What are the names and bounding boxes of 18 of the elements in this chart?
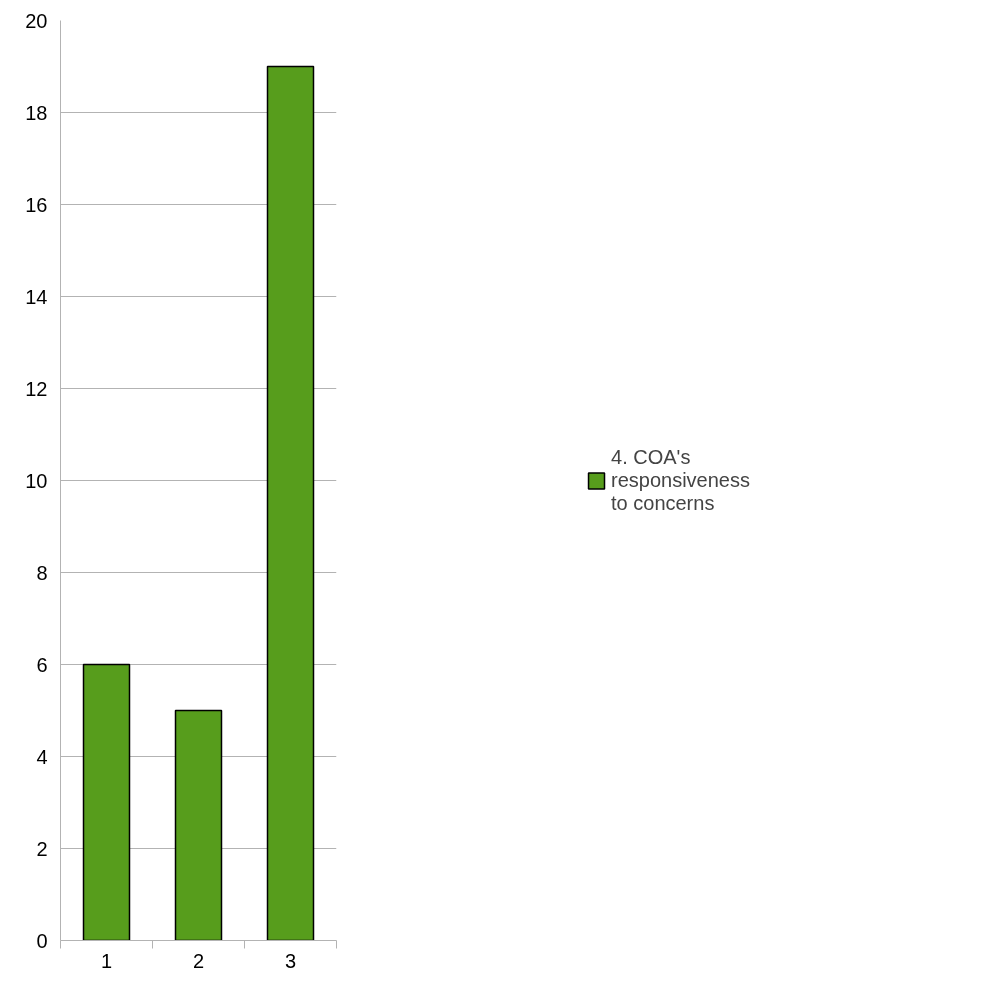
y-tick-label: 10 bbox=[25, 469, 48, 492]
bar bbox=[82, 663, 131, 941]
y-tick-label: 2 bbox=[36, 837, 48, 860]
y-tick-label: 12 bbox=[25, 377, 48, 400]
x-tick-label: 1 bbox=[100, 949, 113, 972]
bar bbox=[266, 65, 315, 941]
bar bbox=[174, 709, 223, 941]
x-tick-label: 3 bbox=[284, 949, 297, 972]
y-tick-label: 20 bbox=[25, 9, 48, 32]
y-tick-label: 16 bbox=[25, 193, 48, 216]
y-tick-label: 14 bbox=[25, 285, 48, 308]
y-tick-label: 6 bbox=[36, 653, 48, 676]
y-tick-label: 8 bbox=[36, 561, 48, 584]
x-tick-label: 2 bbox=[192, 949, 205, 972]
y-tick-label: 0 bbox=[36, 929, 48, 952]
y-tick-label: 4 bbox=[36, 745, 48, 768]
legend-label: 4. COA's responsiveness to concerns bbox=[611, 445, 750, 515]
y-tick-label: 18 bbox=[25, 101, 48, 124]
